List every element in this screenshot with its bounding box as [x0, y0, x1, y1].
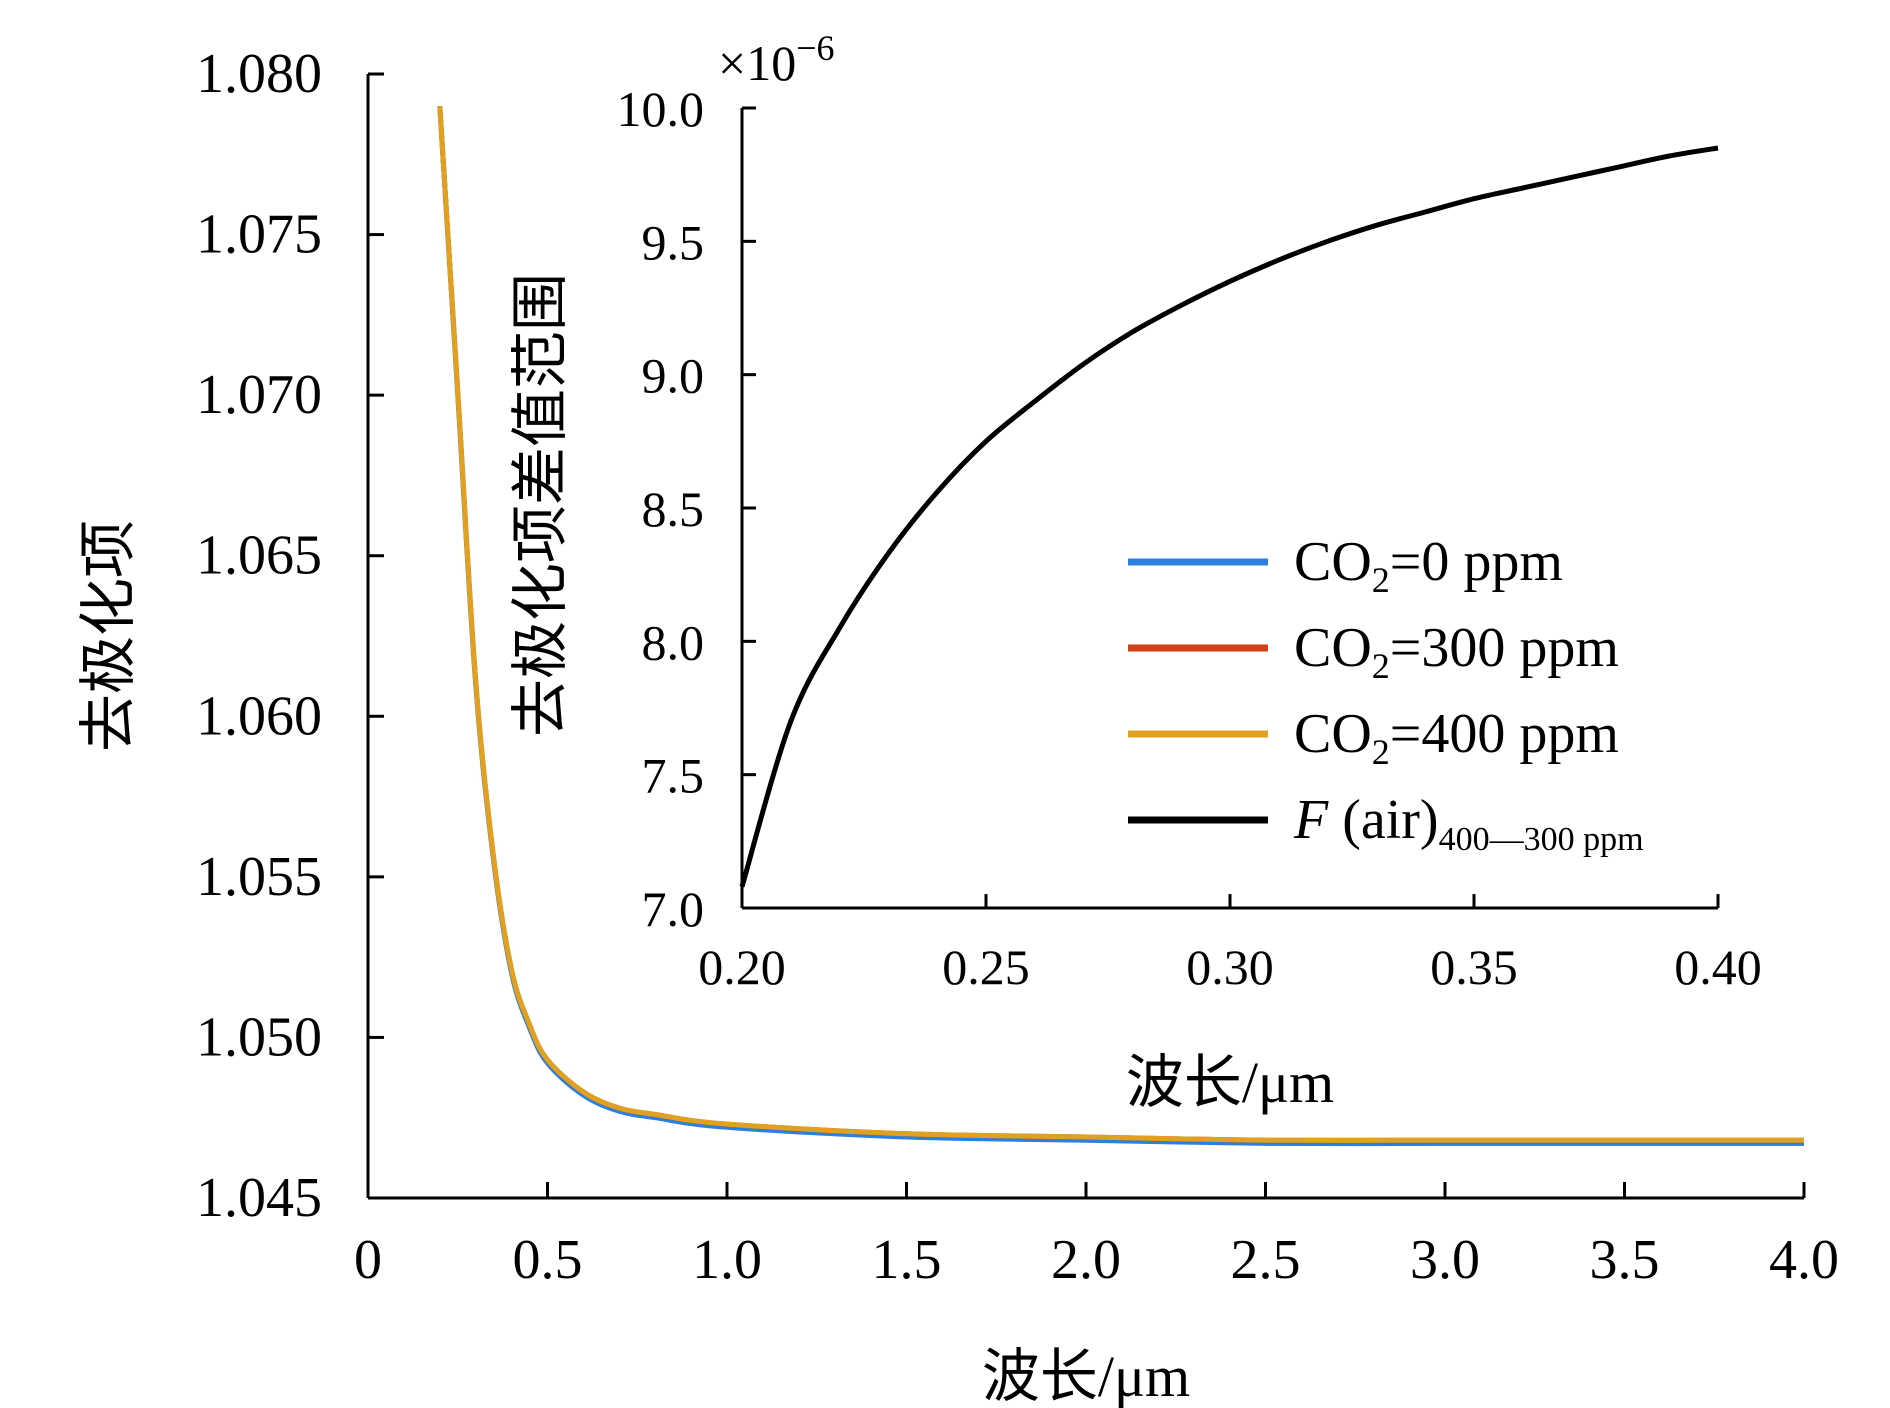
inset-x-ticks: 0.20 0.25 0.30 0.35 0.40: [698, 894, 1762, 995]
inset-x-tick-label: 0.35: [1430, 939, 1518, 995]
legend-label: CO2=400 ppm: [1294, 703, 1619, 772]
legend-item-co2-300: CO2=300 ppm: [1128, 617, 1619, 686]
inset-y-axis-title: 去极化项差值范围: [508, 273, 573, 737]
inset-x-tick-label: 0.40: [1674, 939, 1762, 995]
inset-y-tick-label: 9.5: [642, 214, 705, 270]
main-y-ticks: 1.045 1.050 1.055 1.060 1.065 1.070 1.075 1.080: [196, 43, 384, 1229]
inset-x-tick-label: 0.30: [1186, 939, 1274, 995]
inset-series-line-0: [739, 145, 1719, 888]
main-x-tick-label: 4.0: [1769, 1229, 1839, 1291]
main-y-tick-label: 1.080: [196, 43, 322, 105]
inset-x-axis-title: 波长/μm: [1126, 1050, 1334, 1115]
main-y-tick-label: 1.045: [196, 1167, 322, 1229]
inset-y-tick-label: 7.0: [642, 881, 705, 937]
inset-y-tick-label: 8.0: [642, 614, 705, 670]
inset-y-tick-label: 8.5: [642, 481, 705, 537]
legend-label: CO2=300 ppm: [1294, 617, 1619, 686]
main-x-tick-label: 3.5: [1590, 1229, 1660, 1291]
legend-item-co2-400: CO2=400 ppm: [1128, 703, 1619, 772]
main-y-axis-title: 去极化项: [76, 520, 141, 752]
main-x-axis-title: 波长/μm: [982, 1344, 1190, 1408]
main-y-tick-label: 1.055: [196, 846, 322, 908]
inset-x-tick-label: 0.20: [698, 939, 786, 995]
inset-y-tick-label: 9.0: [642, 348, 705, 404]
main-x-tick-label: 3.0: [1410, 1229, 1480, 1291]
main-y-tick-label: 1.065: [196, 525, 322, 587]
inset-series-group: [739, 145, 1719, 888]
inset-y-ticks: 7.0 7.5 8.0 8.5 9.0 9.5 10.0: [617, 81, 756, 937]
inset-plot: 7.07.58.08.59.09.510.0 0.20 0.25 0.30 0.35 0…: [508, 28, 1762, 1115]
main-x-tick-label: 1.5: [872, 1229, 942, 1291]
legend-item-co2-0: CO2=0 ppm: [1128, 531, 1563, 600]
legend-label: F (air)400—300 ppm: [1293, 789, 1644, 858]
main-x-tick-label: 1.0: [692, 1229, 762, 1291]
main-y-tick-label: 1.050: [196, 1006, 322, 1068]
inset-y-tick-label: 10.0: [617, 81, 705, 137]
main-y-tick-label: 1.070: [196, 364, 322, 426]
main-series-group: [437, 105, 1804, 1147]
main-x-tick-label: 2.5: [1231, 1229, 1301, 1291]
legend-label: CO2=0 ppm: [1294, 531, 1563, 600]
inset-y-tick-label: 7.5: [642, 748, 705, 804]
main-y-tick-label: 1.075: [196, 204, 322, 266]
inset-y-scale-note: ×10−6: [718, 28, 835, 91]
main-y-tick-label: 1.060: [196, 685, 322, 747]
main-x-ticks: 0 0.5 1.0 1.5 2.0 2.5 3.0 3.5 4.0: [354, 1182, 1839, 1291]
main-x-tick-label: 0.5: [513, 1229, 583, 1291]
legend: CO2=0 ppm CO2=300 ppm CO2=400 ppm F (air…: [1128, 531, 1644, 858]
legend-item-f-air: F (air)400—300 ppm: [1128, 789, 1644, 858]
inset-x-tick-label: 0.25: [942, 939, 1030, 995]
main-x-tick-label: 2.0: [1051, 1229, 1121, 1291]
main-series-line-2: [437, 105, 1804, 1143]
main-x-tick-label: 0: [354, 1229, 382, 1291]
main-plot: 1.045 1.050 1.055 1.060 1.065 1.070 1.075 1.080…: [76, 43, 1839, 1408]
